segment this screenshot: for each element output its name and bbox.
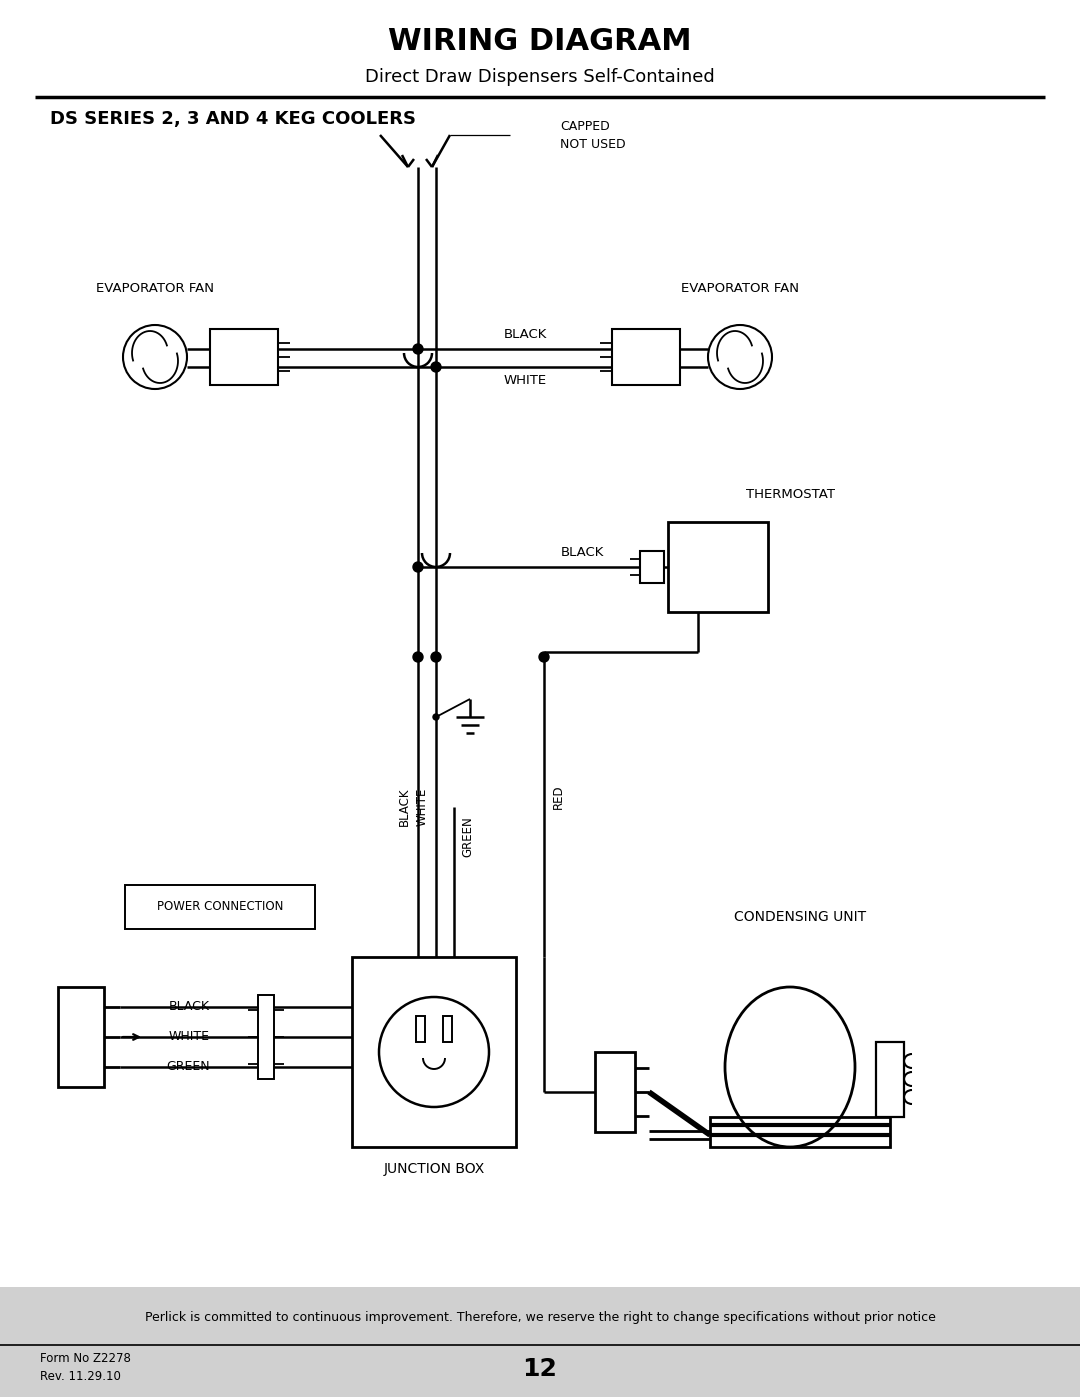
Text: BLACK: BLACK [397, 788, 410, 826]
Bar [443, 1016, 453, 1042]
Text: DS SERIES 2, 3 AND 4 KEG COOLERS: DS SERIES 2, 3 AND 4 KEG COOLERS [50, 110, 416, 129]
Circle shape [433, 714, 438, 719]
Bar [258, 995, 274, 1078]
Bar [595, 1052, 635, 1132]
Bar [710, 1118, 890, 1147]
Text: THERMOSTAT: THERMOSTAT [745, 489, 835, 502]
Text: EVAPORATOR FAN: EVAPORATOR FAN [96, 282, 214, 296]
Circle shape [413, 562, 423, 571]
Text: NOT USED: NOT USED [561, 138, 625, 151]
Text: JUNCTION BOX: JUNCTION BOX [383, 1162, 485, 1176]
Text: WIRING DIAGRAM: WIRING DIAGRAM [388, 28, 692, 56]
Bar [876, 1042, 904, 1118]
Circle shape [413, 344, 423, 353]
Bar [352, 957, 516, 1147]
Text: BLACK: BLACK [561, 546, 604, 560]
Bar [0, 1287, 1080, 1397]
Text: WHITE: WHITE [503, 374, 546, 387]
Text: Rev. 11.29.10: Rev. 11.29.10 [40, 1370, 121, 1383]
Text: CONDENSING UNIT: CONDENSING UNIT [734, 909, 866, 923]
Bar [640, 550, 664, 583]
Circle shape [431, 362, 441, 372]
Text: Direct Draw Dispensers Self-Contained: Direct Draw Dispensers Self-Contained [365, 68, 715, 87]
Text: EVAPORATOR FAN: EVAPORATOR FAN [681, 282, 799, 296]
Bar [210, 330, 278, 386]
Text: 12: 12 [523, 1356, 557, 1382]
Text: POWER CONNECTION: POWER CONNECTION [157, 901, 283, 914]
Circle shape [539, 652, 549, 662]
Bar [669, 522, 768, 612]
Text: RED: RED [552, 785, 565, 809]
Text: CAPPED: CAPPED [561, 120, 610, 134]
Bar [125, 886, 315, 929]
Circle shape [413, 652, 423, 662]
Text: GREEN: GREEN [166, 1060, 210, 1073]
Text: Form No Z2278: Form No Z2278 [40, 1352, 131, 1365]
Bar [416, 1016, 426, 1042]
Text: BLACK: BLACK [168, 1000, 210, 1013]
Text: WHITE: WHITE [168, 1031, 210, 1044]
Bar [612, 330, 680, 386]
Text: BLACK: BLACK [503, 328, 546, 341]
Bar [58, 988, 104, 1087]
Text: WHITE: WHITE [416, 788, 429, 826]
Text: Perlick is committed to continuous improvement. Therefore, we reserve the right : Perlick is committed to continuous impro… [145, 1310, 935, 1323]
Text: GREEN: GREEN [461, 817, 474, 858]
Circle shape [431, 652, 441, 662]
